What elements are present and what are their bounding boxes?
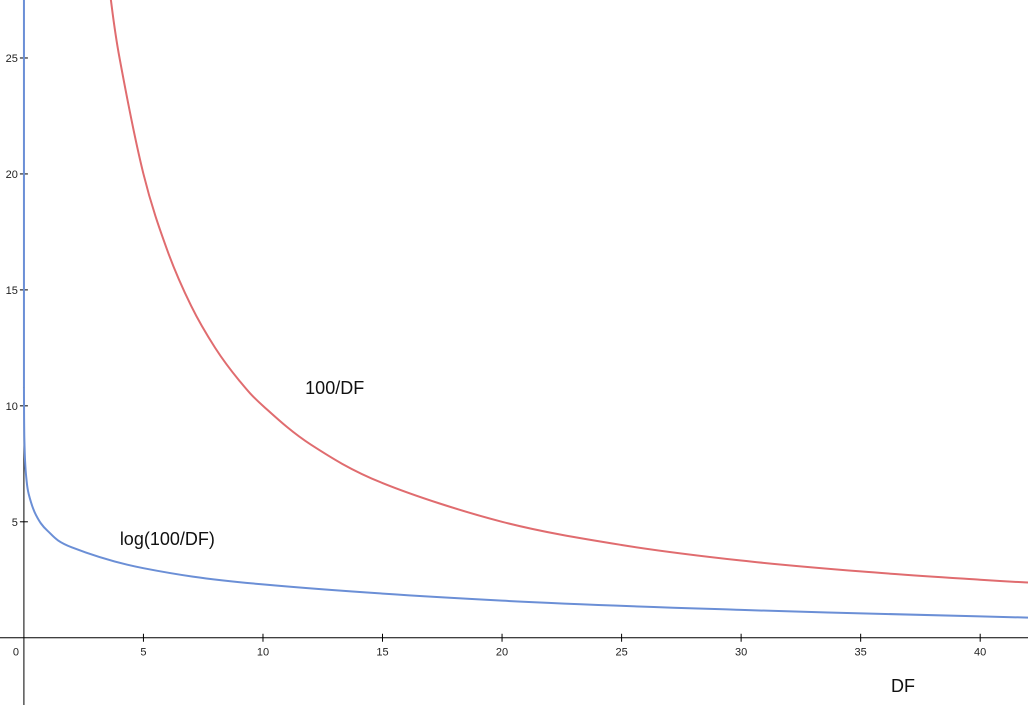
y-tick-label: 10 [6,401,18,413]
x-axis-title: DF [891,676,915,696]
x-tick-label: 10 [257,647,269,659]
x-tick-label: 30 [735,647,747,659]
y-tick-label: 20 [6,169,18,181]
x-tick-label: 0 [13,647,19,659]
y-tick-label: 5 [12,517,18,529]
y-tick-label: 25 [6,53,18,65]
x-tick-label: 15 [376,647,388,659]
x-tick-label: 20 [496,647,508,659]
series-line-1 [22,387,1028,619]
series-label-0: 100/DF [305,378,364,398]
series-line-0 [109,0,1028,584]
series-layer: 100/DF log(100/DF) [22,0,1028,619]
x-tick-label: 25 [615,647,627,659]
y-tick-label: 15 [6,285,18,297]
x-tick-label: 5 [140,647,146,659]
x-tick-label: 40 [974,647,986,659]
ticks: 0 5 10 15 20 25 30 35 40 5 10 15 20 25 [6,53,987,659]
series-label-1: log(100/DF) [120,529,215,549]
x-tick-label: 35 [855,647,867,659]
